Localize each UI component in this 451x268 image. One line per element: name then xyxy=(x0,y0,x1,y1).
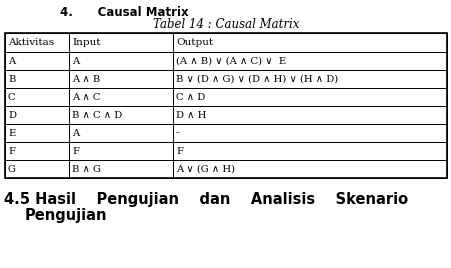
Text: C: C xyxy=(8,92,16,102)
Bar xyxy=(173,70,446,88)
Bar xyxy=(173,88,446,106)
Text: A ∨ (G ∧ H): A ∨ (G ∧ H) xyxy=(175,165,235,173)
Text: (A ∧ B) ∨ (A ∧ C) ∨  E: (A ∧ B) ∨ (A ∧ C) ∨ E xyxy=(175,57,285,65)
Text: D: D xyxy=(8,110,16,120)
Bar xyxy=(173,106,446,124)
Text: E: E xyxy=(8,128,15,137)
Bar xyxy=(5,52,69,70)
Text: A ∧ B: A ∧ B xyxy=(72,75,100,84)
Bar xyxy=(69,160,173,178)
Text: F: F xyxy=(72,147,79,155)
Text: G: G xyxy=(8,165,16,173)
Text: F: F xyxy=(175,147,183,155)
Text: Pengujian: Pengujian xyxy=(25,208,107,223)
Text: Aktivitas: Aktivitas xyxy=(8,38,54,47)
Text: B: B xyxy=(8,75,15,84)
Text: 4.5 Hasil    Pengujian    dan    Analisis    Skenario: 4.5 Hasil Pengujian dan Analisis Skenari… xyxy=(4,192,407,207)
Text: A: A xyxy=(8,57,15,65)
Bar xyxy=(5,106,69,124)
Bar xyxy=(69,142,173,160)
Bar xyxy=(5,88,69,106)
Bar xyxy=(69,88,173,106)
Bar xyxy=(173,160,446,178)
Text: A: A xyxy=(72,57,79,65)
Bar xyxy=(5,124,69,142)
Text: -: - xyxy=(175,128,179,137)
Text: B ∧ C ∧ D: B ∧ C ∧ D xyxy=(72,110,122,120)
Bar xyxy=(173,33,446,52)
Bar xyxy=(5,33,446,178)
Text: Tabel 14 : Causal Matrix: Tabel 14 : Causal Matrix xyxy=(152,18,299,31)
Text: Output: Output xyxy=(175,38,212,47)
Bar xyxy=(69,33,173,52)
Bar xyxy=(5,33,69,52)
Text: B ∧ G: B ∧ G xyxy=(72,165,101,173)
Text: F: F xyxy=(8,147,15,155)
Text: D ∧ H: D ∧ H xyxy=(175,110,206,120)
Bar xyxy=(69,52,173,70)
Bar xyxy=(173,124,446,142)
Bar xyxy=(5,142,69,160)
Bar xyxy=(69,70,173,88)
Bar xyxy=(69,106,173,124)
Text: A ∧ C: A ∧ C xyxy=(72,92,101,102)
Bar xyxy=(173,142,446,160)
Text: 4.      Causal Matrix: 4. Causal Matrix xyxy=(60,6,188,19)
Text: C ∧ D: C ∧ D xyxy=(175,92,205,102)
Bar xyxy=(5,160,69,178)
Text: Input: Input xyxy=(72,38,101,47)
Text: B ∨ (D ∧ G) ∨ (D ∧ H) ∨ (H ∧ D): B ∨ (D ∧ G) ∨ (D ∧ H) ∨ (H ∧ D) xyxy=(175,75,337,84)
Bar xyxy=(5,70,69,88)
Bar xyxy=(173,52,446,70)
Text: A: A xyxy=(72,128,79,137)
Bar xyxy=(69,124,173,142)
